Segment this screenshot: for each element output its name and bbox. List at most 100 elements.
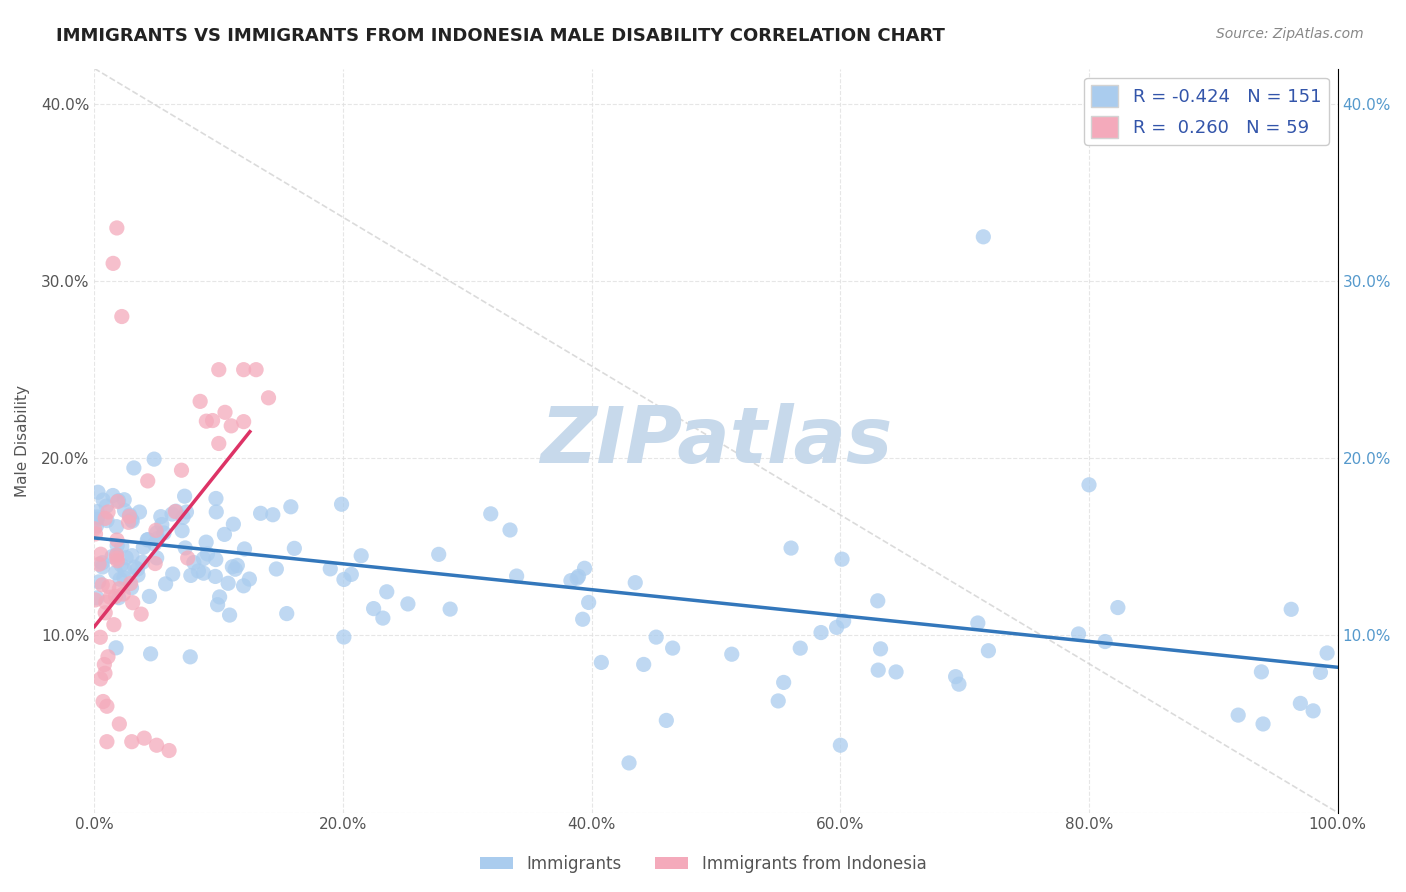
Point [90, 672, 112, 686]
Point [146, 532, 169, 546]
Point [720, 647, 742, 661]
Point [86, 510, 108, 524]
Point [505, 569, 527, 583]
Point [86, 505, 108, 519]
Point [1309, 665, 1331, 680]
Point [276, 607, 298, 621]
Point [121, 514, 143, 528]
Point [91, 493, 114, 508]
Point [87, 485, 110, 500]
Point [655, 714, 678, 728]
Point [105, 551, 128, 566]
Point [134, 731, 156, 746]
Point [83, 522, 105, 536]
Point [204, 552, 226, 566]
Point [567, 569, 589, 583]
Point [624, 575, 647, 590]
Point [262, 508, 284, 522]
Point [179, 649, 201, 664]
Point [174, 541, 197, 555]
Point [129, 607, 152, 621]
Point [201, 413, 224, 427]
Point [112, 571, 135, 585]
Point [121, 549, 143, 563]
Point [1107, 600, 1129, 615]
Point [1316, 646, 1339, 660]
Point [111, 310, 134, 324]
Point [136, 533, 159, 547]
Point [226, 558, 249, 573]
Point [645, 630, 668, 644]
Point [90, 547, 112, 561]
Point [118, 509, 141, 524]
Point [112, 587, 135, 601]
Point [111, 539, 134, 553]
Point [145, 525, 167, 540]
Point [131, 555, 153, 569]
Point [86, 519, 108, 533]
Point [371, 611, 394, 625]
Text: IMMIGRANTS VS IMMIGRANTS FROM INDONESIA MALE DISABILITY CORRELATION CHART: IMMIGRANTS VS IMMIGRANTS FROM INDONESIA … [56, 27, 945, 45]
Point [138, 590, 160, 604]
Point [319, 562, 342, 576]
Point [1279, 602, 1302, 616]
Point [172, 510, 194, 524]
Point [122, 461, 145, 475]
Point [145, 524, 167, 538]
Point [143, 537, 166, 551]
Point [560, 574, 582, 588]
Point [193, 566, 215, 581]
Point [1078, 478, 1101, 492]
Point [107, 554, 129, 568]
Point [91, 556, 114, 570]
Point [94, 666, 117, 681]
Point [139, 647, 162, 661]
Point [101, 256, 124, 270]
Point [188, 394, 211, 409]
Point [205, 505, 228, 519]
Point [396, 597, 419, 611]
Point [333, 573, 356, 587]
Point [375, 584, 398, 599]
Point [87, 558, 110, 572]
Point [107, 494, 129, 508]
Point [208, 436, 231, 450]
Point [143, 557, 166, 571]
Point [104, 590, 127, 604]
Point [96, 499, 118, 513]
Point [280, 500, 302, 514]
Point [1067, 627, 1090, 641]
Point [479, 507, 502, 521]
Point [127, 568, 149, 582]
Point [180, 568, 202, 582]
Point [869, 641, 891, 656]
Point [105, 533, 128, 547]
Point [143, 452, 166, 467]
Point [868, 663, 890, 677]
Point [208, 362, 231, 376]
Point [173, 489, 195, 503]
Point [114, 563, 136, 577]
Point [283, 541, 305, 556]
Point [110, 558, 132, 572]
Point [617, 756, 640, 770]
Point [97, 580, 120, 594]
Point [333, 630, 356, 644]
Point [661, 641, 683, 656]
Point [866, 594, 889, 608]
Point [115, 550, 138, 565]
Point [145, 738, 167, 752]
Point [1251, 717, 1274, 731]
Point [84, 527, 107, 541]
Point [1289, 697, 1312, 711]
Point [162, 567, 184, 582]
Point [1094, 634, 1116, 648]
Point [567, 571, 589, 585]
Point [214, 527, 236, 541]
Point [103, 617, 125, 632]
Point [94, 511, 117, 525]
Point [104, 566, 127, 580]
Point [94, 595, 117, 609]
Point [91, 560, 114, 574]
Point [340, 567, 363, 582]
